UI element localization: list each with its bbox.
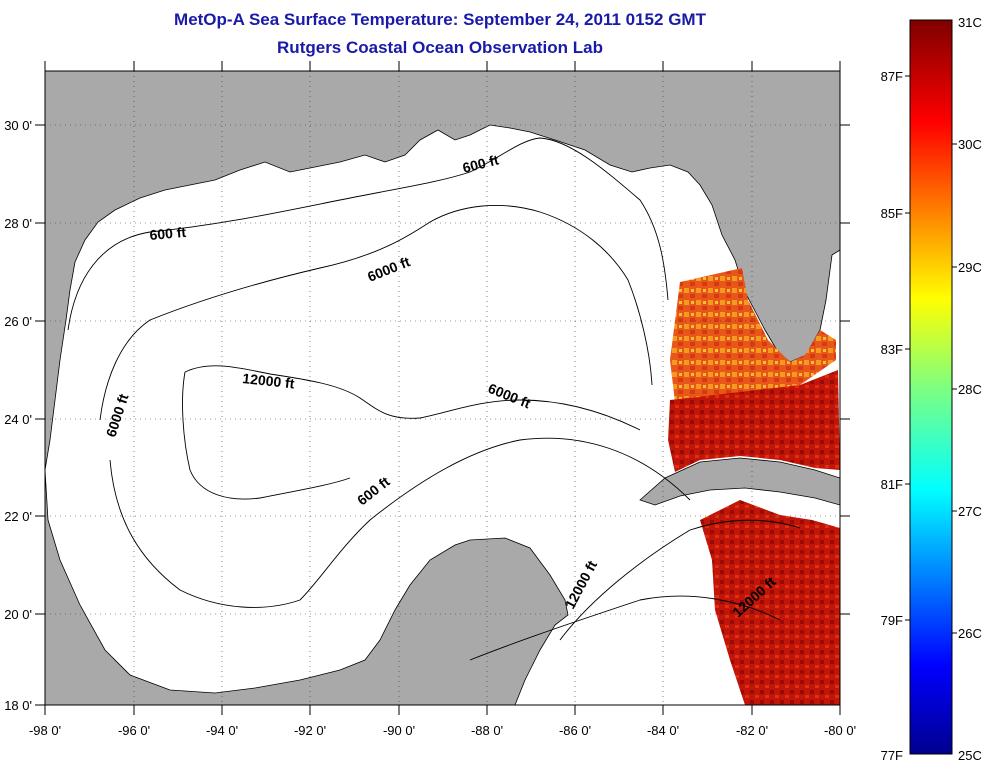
colorbar-gradient bbox=[909, 19, 953, 755]
x-tick-label: -94 0' bbox=[206, 723, 238, 738]
colorbar-c-label: 29C bbox=[958, 260, 982, 275]
map-subtitle: Rutgers Coastal Ocean Observation Lab bbox=[277, 38, 603, 57]
x-tick-label: -98 0' bbox=[29, 723, 61, 738]
x-tick-label: -88 0' bbox=[471, 723, 503, 738]
north-america-land bbox=[45, 71, 840, 471]
colorbar-f-label: 85F bbox=[881, 206, 903, 221]
x-tick-label: -90 0' bbox=[383, 723, 415, 738]
colorbar-c-label: 31C bbox=[958, 15, 982, 30]
colorbar-f-label: 87F bbox=[881, 69, 903, 84]
colorbar-f-label: 77F bbox=[881, 748, 903, 763]
colorbar-f-label: 83F bbox=[881, 342, 903, 357]
colorbar-c-label: 28C bbox=[958, 382, 982, 397]
x-tick-label: -84 0' bbox=[647, 723, 679, 738]
y-tick-label: 18 0' bbox=[4, 698, 32, 713]
lat-lon-grid bbox=[45, 71, 840, 705]
x-tick-label: -82 0' bbox=[736, 723, 768, 738]
map-frame bbox=[44, 70, 841, 706]
colorbar-f-label: 79F bbox=[881, 613, 903, 628]
colorbar-c-label: 26C bbox=[958, 626, 982, 641]
bathymetry-contours bbox=[67, 137, 801, 661]
contour-label: 12000 ft bbox=[242, 370, 296, 391]
contour-label: 600 ft bbox=[149, 224, 187, 243]
y-tick-labels: 18 0' 20 0' 22 0' 24 0' 26 0' 28 0' 30 0… bbox=[4, 118, 32, 713]
colorbar-c-label: 27C bbox=[958, 504, 982, 519]
x-tick-labels: -98 0' -96 0' -94 0' -92 0' -90 0' -88 0… bbox=[29, 723, 856, 738]
y-tick-label: 30 0' bbox=[4, 118, 32, 133]
x-tick-label: -92 0' bbox=[294, 723, 326, 738]
x-tick-label: -96 0' bbox=[118, 723, 150, 738]
colorbar-c-label: 30C bbox=[958, 137, 982, 152]
sst-florida-patch bbox=[670, 268, 836, 402]
colorbar-c-label: 25C bbox=[958, 748, 982, 763]
yucatan-land bbox=[45, 469, 569, 705]
y-tick-label: 20 0' bbox=[4, 607, 32, 622]
sst-caribbean-patch bbox=[700, 500, 840, 705]
y-tick-label: 24 0' bbox=[4, 412, 32, 427]
y-tick-label: 28 0' bbox=[4, 216, 32, 231]
sst-keys-patch bbox=[668, 370, 840, 472]
y-tick-label: 22 0' bbox=[4, 509, 32, 524]
cuba-land bbox=[639, 457, 840, 506]
x-tick-label: -80 0' bbox=[824, 723, 856, 738]
colorbar: 31C 30C 29C 28C 27C 26C 25C 87F 85F 83F … bbox=[881, 15, 982, 763]
x-tick-label: -86 0' bbox=[559, 723, 591, 738]
map-title: MetOp-A Sea Surface Temperature: Septemb… bbox=[174, 10, 706, 29]
colorbar-f-label: 81F bbox=[881, 477, 903, 492]
y-tick-label: 26 0' bbox=[4, 314, 32, 329]
axis-ticks bbox=[35, 61, 850, 715]
map-area: 600 ft 6000 ft 12000 ft 6000 ft 6000 ft … bbox=[45, 71, 840, 705]
